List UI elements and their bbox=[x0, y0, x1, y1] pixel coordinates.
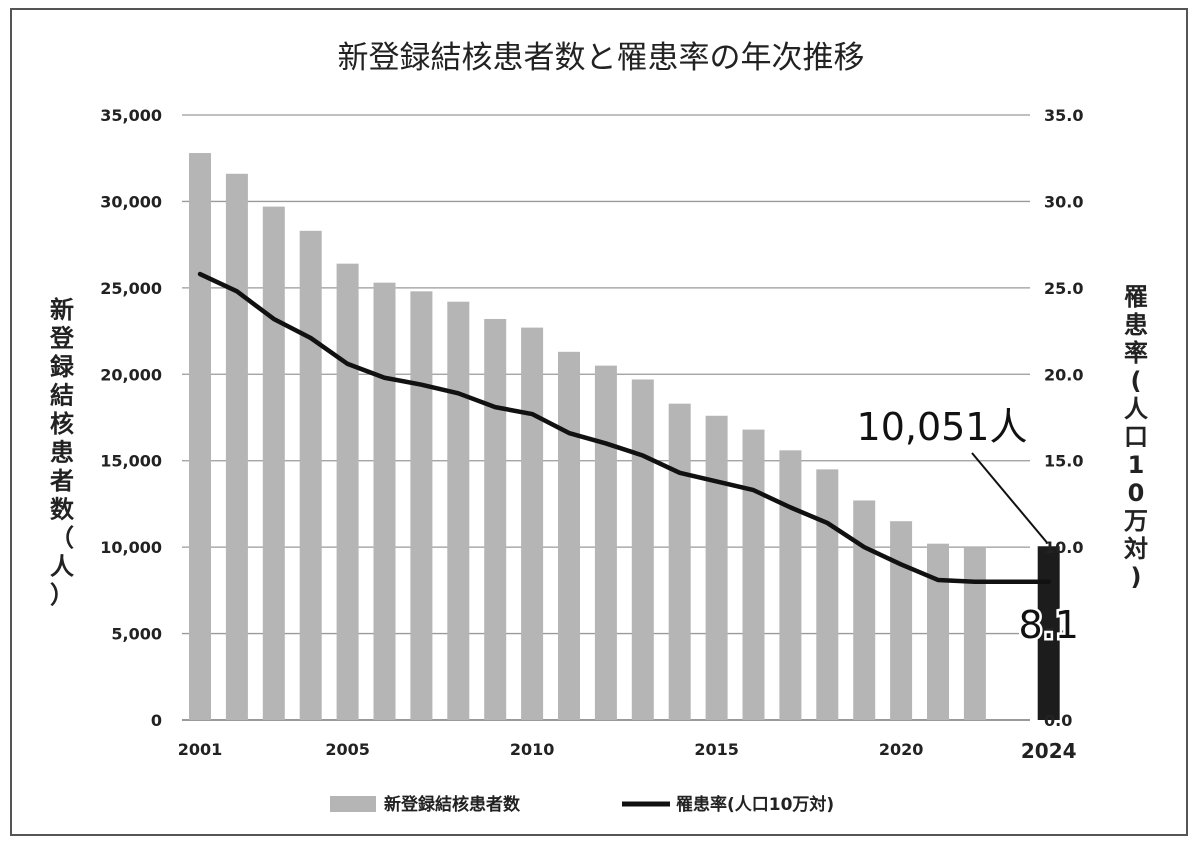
x-tick-label: 2020 bbox=[879, 740, 924, 759]
annotation-leader bbox=[971, 452, 1048, 543]
bar bbox=[631, 379, 654, 720]
right-tick-label: 0.0 bbox=[1044, 711, 1072, 730]
x-tick-label: 2024 bbox=[1021, 739, 1077, 763]
left-tick-label: 0 bbox=[151, 711, 162, 730]
left-tick-label: 10,000 bbox=[100, 538, 162, 557]
bar bbox=[373, 282, 396, 720]
bar bbox=[816, 469, 839, 720]
right-axis-label-char: 罹 bbox=[1124, 283, 1148, 311]
bar bbox=[447, 301, 470, 720]
left-axis-label-char: 録 bbox=[50, 353, 75, 381]
right-tick-label: 25.0 bbox=[1044, 279, 1083, 298]
right-axis-label-char: ( bbox=[1131, 367, 1142, 395]
chart-title: 新登録結核患者数と罹患率の年次推移 bbox=[338, 40, 865, 76]
right-tick-label: 15.0 bbox=[1044, 452, 1083, 471]
bar bbox=[890, 521, 913, 720]
bar bbox=[262, 206, 285, 721]
left-axis-label-char: 核 bbox=[50, 410, 74, 438]
bar bbox=[189, 153, 211, 720]
left-tick-label: 20,000 bbox=[100, 365, 162, 384]
bar-series bbox=[189, 153, 1060, 721]
legend-bar-swatch bbox=[330, 796, 376, 812]
bar bbox=[963, 547, 986, 720]
right-tick-label: 35.0 bbox=[1044, 106, 1083, 125]
bar-2024 bbox=[1037, 546, 1060, 720]
left-tick-label: 15,000 bbox=[100, 452, 162, 471]
right-axis-label-char: 0 bbox=[1128, 479, 1145, 507]
bar bbox=[521, 327, 544, 720]
legend-line-label: 罹患率(人口10万対) bbox=[676, 794, 834, 815]
right-axis-label-char: 万 bbox=[1124, 507, 1148, 535]
left-axis-label-char: 人 bbox=[50, 553, 74, 581]
left-axis-label-char: 登 bbox=[49, 325, 75, 353]
bar bbox=[410, 291, 433, 720]
bar bbox=[853, 500, 876, 720]
rate-line bbox=[197, 271, 1051, 584]
right-axis-label-char: 口 bbox=[1124, 423, 1148, 451]
bar bbox=[668, 403, 691, 720]
right-tick-label: 20.0 bbox=[1044, 365, 1083, 384]
left-tick-label: 25,000 bbox=[100, 279, 162, 298]
chart-svg: 新登録結核患者数と罹患率の年次推移 0 5,000 10,000 15,000 20,0… bbox=[49, 40, 1148, 815]
left-axis-label-char: 新 bbox=[50, 296, 74, 324]
legend-bar-label: 新登録結核患者数 bbox=[384, 794, 521, 815]
x-tick-label: 2010 bbox=[510, 740, 555, 759]
right-axis-label-char: 率 bbox=[1124, 339, 1148, 367]
right-tick-label: 10.0 bbox=[1044, 538, 1083, 557]
left-axis-ticks: 0 5,000 10,000 15,000 20,000 25,000 30,000 35,0… bbox=[100, 106, 162, 730]
right-axis-label-char: 人 bbox=[1124, 395, 1148, 423]
right-axis-label-char: 対 bbox=[1124, 535, 1148, 563]
right-tick-label: 5.0 bbox=[1044, 625, 1072, 644]
annotations: 10,051人 8.1 bbox=[857, 405, 1082, 650]
left-axis-label-char: ） bbox=[50, 581, 74, 609]
bar bbox=[705, 415, 728, 720]
bar bbox=[594, 365, 617, 720]
right-tick-label: 30.0 bbox=[1044, 192, 1083, 211]
count-annotation: 10,051人 bbox=[857, 405, 1028, 449]
bar bbox=[484, 318, 507, 720]
left-tick-label: 5,000 bbox=[111, 625, 162, 644]
x-tick-label: 2005 bbox=[325, 740, 370, 759]
left-axis-label: 新登録結核患者数（人） bbox=[49, 296, 75, 609]
x-tick-label: 2001 bbox=[178, 740, 223, 759]
bar bbox=[927, 543, 949, 720]
right-axis-label-char: 1 bbox=[1128, 451, 1145, 479]
bar bbox=[336, 263, 359, 720]
bar bbox=[558, 351, 580, 720]
left-axis-label-char: （ bbox=[50, 524, 74, 552]
left-axis-label-char: 者 bbox=[50, 467, 74, 495]
legend: 新登録結核患者数 罹患率(人口10万対) bbox=[330, 794, 834, 815]
left-axis-label-char: 数 bbox=[50, 496, 75, 524]
right-axis-label-char: ) bbox=[1131, 563, 1142, 591]
left-tick-label: 35,000 bbox=[100, 106, 162, 125]
bar bbox=[299, 230, 322, 721]
right-axis-label-char: 患 bbox=[1124, 311, 1148, 339]
rate-annotation: 8.1 bbox=[1018, 603, 1078, 647]
bar bbox=[779, 450, 802, 720]
x-tick-label: 2015 bbox=[694, 740, 739, 759]
right-axis-label: 罹患率(人口10万対) bbox=[1124, 283, 1148, 591]
chart-frame: 新登録結核患者数と罹患率の年次推移 0 5,000 10,000 15,000 20,0… bbox=[10, 8, 1188, 836]
line-series bbox=[197, 271, 1051, 584]
left-tick-label: 30,000 bbox=[100, 192, 162, 211]
right-axis-ticks: 0.0 5.0 10.0 15.0 20.0 25.0 30.0 35.0 bbox=[1044, 106, 1083, 730]
left-axis-label-char: 患 bbox=[50, 439, 74, 467]
bar bbox=[225, 173, 248, 720]
left-axis-label-char: 結 bbox=[50, 382, 74, 410]
bar bbox=[742, 429, 765, 720]
x-axis-ticks: 2001 2005 2010 2015 2020 2024 bbox=[178, 739, 1077, 763]
